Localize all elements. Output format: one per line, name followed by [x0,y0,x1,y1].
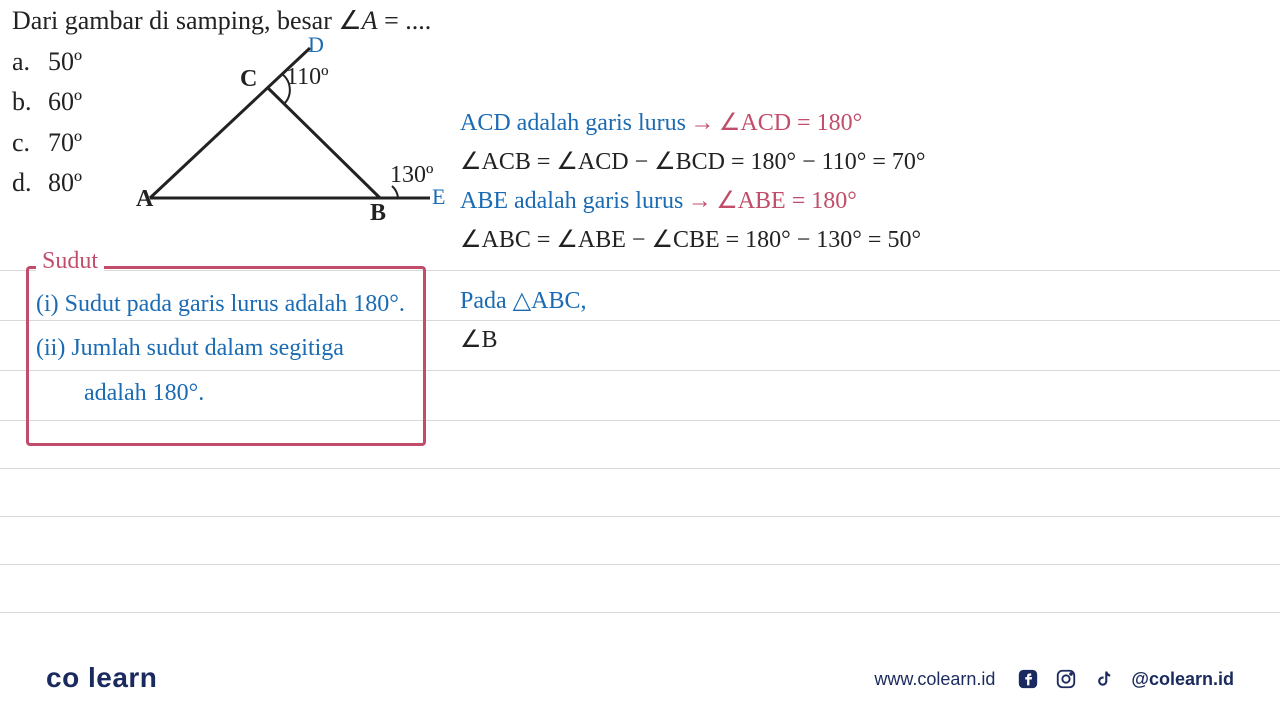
note-line-2: ∠ACB = ∠ACD − ∠BCD = 180° − 110° = 70° [460,147,1220,176]
option-label: c. [12,123,34,163]
footer-handle: @colearn.id [1131,669,1234,690]
vertex-c: C [240,66,257,93]
option-label: a. [12,42,34,82]
text: ABE adalah garis lurus [460,188,683,214]
option-value: 70º [48,123,82,163]
arrow-icon: → [690,110,714,136]
rule-i: (i) Sudut pada garis lurus adalah 180°. [36,288,416,320]
brand-logo: co learn [46,662,157,694]
text: ∠ACD = 180° [719,110,862,136]
note-line-6: ∠B [460,325,1220,354]
angle-var: A [362,6,378,35]
option-value: 80º [48,163,82,203]
option-label: b. [12,82,34,122]
logo-accent [80,664,88,696]
stem-suffix: = .... [384,6,431,35]
rules-content: (i) Sudut pada garis lurus adalah 180°. … [36,288,416,421]
rule-ii-a: (ii) Jumlah sudut dalam segitiga [36,332,416,364]
logo-part-a: co [46,662,80,693]
rule-ii-b: adalah 180°. [36,377,416,409]
angle-symbol: ∠ [338,6,361,35]
vertex-a: A [136,186,153,213]
note-line-5: Pada △ABC, [460,286,1220,315]
answer-options: a. 50º b. 60º c. 70º d. 80º [12,42,82,203]
note-line-4: ∠ABC = ∠ABE − ∠CBE = 180° − 130° = 50° [460,225,1220,254]
note-line-3: ABE adalah garis lurus → ∠ABE = 180° [460,186,1220,215]
angle-c-value: 110º [286,64,329,91]
point-d: D [308,32,324,58]
option-value: 50º [48,42,82,82]
footer-right: www.colearn.id @colearn.id [874,668,1234,690]
footer-url: www.colearn.id [874,669,995,690]
page: Dari gambar di samping, besar ∠A = .... … [0,0,1280,720]
triangle-figure: A B C D E 110º 130º [140,38,440,218]
note-line-1: ACD adalah garis lurus → ∠ACD = 180° [460,108,1220,137]
footer: co learn www.colearn.id @colearn.id [0,660,1280,700]
facebook-icon [1017,668,1039,690]
angle-b-value: 130º [390,162,433,189]
option-label: d. [12,163,34,203]
stem-prefix: Dari gambar di samping, besar [12,6,338,35]
text: ∠ABE = 180° [716,188,857,214]
instagram-icon [1055,668,1077,690]
option-a: a. 50º [12,42,82,82]
point-e: E [432,184,445,210]
option-d: d. 80º [12,163,82,203]
option-c: c. 70º [12,123,82,163]
rules-title: Sudut [36,248,104,275]
tiktok-icon [1093,668,1115,690]
option-b: b. 60º [12,82,82,122]
solution-notes: ACD adalah garis lurus → ∠ACD = 180° ∠AC… [460,108,1220,364]
text: ACD adalah garis lurus [460,110,686,136]
logo-part-b: learn [88,662,157,693]
option-value: 60º [48,82,82,122]
vertex-b: B [370,200,386,227]
question-stem: Dari gambar di samping, besar ∠A = .... [12,6,431,36]
arrow-icon: → [688,188,712,214]
